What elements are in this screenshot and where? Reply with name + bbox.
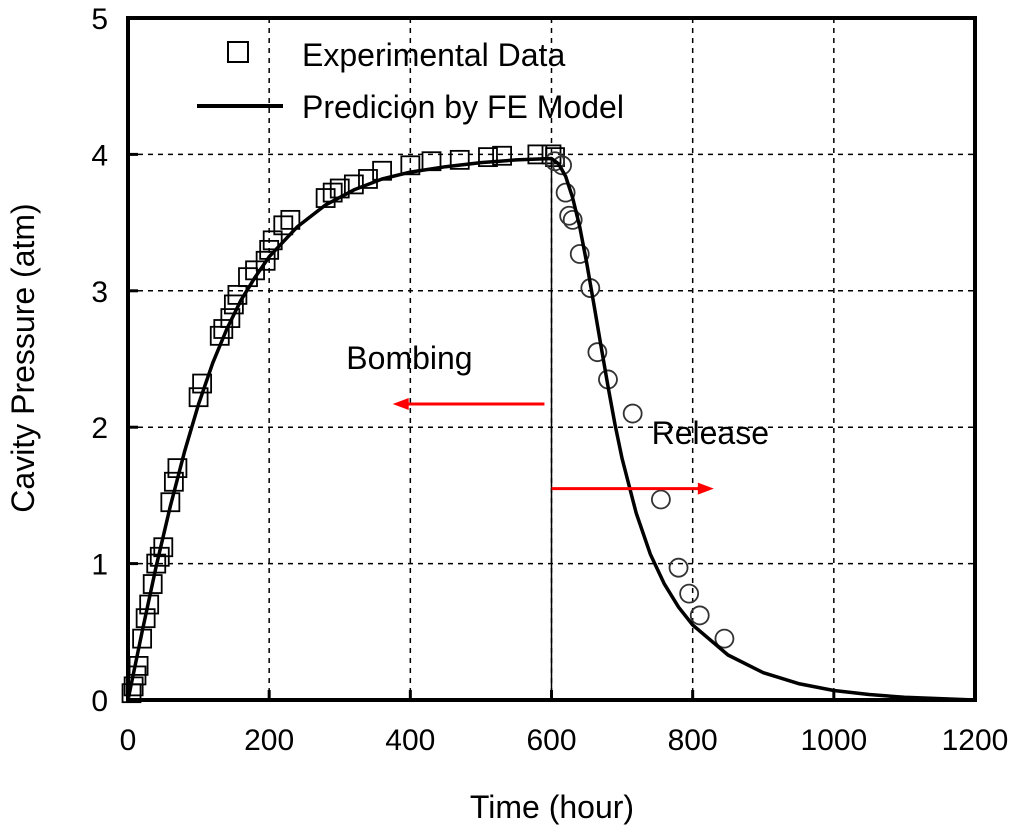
- y-tick-label: 1: [91, 549, 108, 582]
- legend: Experimental Data Predicion by FE Model: [197, 37, 624, 125]
- release-data-point: [668, 557, 689, 578]
- annotation-label-release: Release: [652, 415, 769, 451]
- bombing-data-point: [449, 149, 470, 170]
- x-tick-label: 1000: [800, 724, 867, 757]
- release-data-point: [562, 209, 583, 230]
- axis-layer: 0 200 400 600 800 1000 1200 0 1 2 3 4 5: [91, 3, 1008, 757]
- x-tick-label: 0: [120, 724, 137, 757]
- bombing-data-point: [273, 215, 294, 236]
- release-data-point: [622, 403, 643, 424]
- x-tick-label: 800: [668, 724, 718, 757]
- x-tick-label: 200: [244, 724, 294, 757]
- bombing-data-point: [280, 209, 301, 230]
- series-layer: [121, 144, 976, 704]
- release-data-point: [651, 489, 671, 510]
- annotation-arrow-head: [697, 482, 714, 495]
- y-tick-label: 5: [91, 3, 108, 36]
- release-data-point: [552, 155, 572, 176]
- y-tick-label: 0: [91, 685, 108, 718]
- bombing-data-point: [220, 308, 241, 328]
- x-tick-label: 400: [385, 724, 435, 757]
- y-tick-label: 4: [91, 139, 108, 172]
- release-data-point: [679, 583, 700, 604]
- release-data-point: [689, 605, 710, 626]
- y-axis-title: Cavity Pressure (atm): [5, 203, 41, 512]
- legend-label-fe-model: Predicion by FE Model: [302, 89, 624, 125]
- release-data-point: [569, 244, 590, 264]
- annotation-layer: Bombing Release: [346, 340, 769, 495]
- bombing-data-point: [255, 250, 276, 271]
- y-tick-label: 3: [91, 276, 108, 309]
- x-tick-label: 600: [526, 724, 576, 757]
- annotation-arrow-head: [392, 398, 409, 411]
- release-data-point: [555, 182, 576, 203]
- release-data-point: [714, 628, 735, 649]
- y-tick-label: 2: [91, 412, 108, 445]
- bombing-data-point: [400, 155, 421, 176]
- legend-square-marker: [227, 41, 249, 63]
- x-axis-title: Time (hour): [470, 789, 634, 825]
- x-tick-label: 1200: [942, 724, 1009, 757]
- fe-model-curve: [126, 156, 976, 702]
- release-data-point: [587, 342, 608, 363]
- legend-label-experimental: Experimental Data: [302, 37, 565, 73]
- bombing-data-point: [343, 174, 364, 195]
- annotation-label-bombing: Bombing: [346, 340, 472, 376]
- bombing-data-point: [262, 230, 283, 251]
- bombing-data-point: [478, 147, 498, 168]
- bombing-data-point: [492, 145, 512, 166]
